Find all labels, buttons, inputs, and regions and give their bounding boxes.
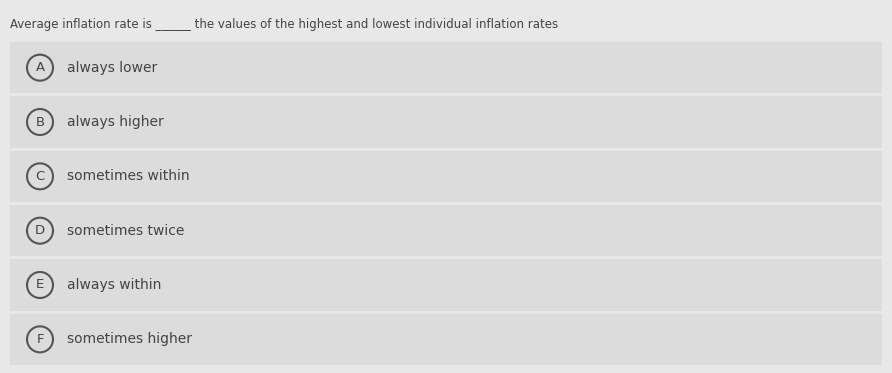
Text: sometimes within: sometimes within bbox=[67, 169, 190, 184]
FancyBboxPatch shape bbox=[10, 314, 882, 365]
Text: always lower: always lower bbox=[67, 61, 157, 75]
Ellipse shape bbox=[27, 55, 53, 81]
Text: Average inflation rate is ______ the values of the highest and lowest individual: Average inflation rate is ______ the val… bbox=[10, 18, 558, 31]
FancyBboxPatch shape bbox=[10, 42, 882, 93]
Ellipse shape bbox=[27, 218, 53, 244]
Ellipse shape bbox=[27, 272, 53, 298]
Text: always higher: always higher bbox=[67, 115, 164, 129]
Text: A: A bbox=[36, 61, 45, 74]
Ellipse shape bbox=[27, 326, 53, 352]
Ellipse shape bbox=[27, 109, 53, 135]
Text: F: F bbox=[37, 333, 44, 346]
FancyBboxPatch shape bbox=[10, 151, 882, 202]
FancyBboxPatch shape bbox=[10, 96, 882, 148]
Text: B: B bbox=[36, 116, 45, 129]
FancyBboxPatch shape bbox=[10, 259, 882, 311]
Ellipse shape bbox=[27, 163, 53, 189]
Text: E: E bbox=[36, 279, 44, 292]
Text: always within: always within bbox=[67, 278, 161, 292]
FancyBboxPatch shape bbox=[10, 205, 882, 256]
Text: sometimes higher: sometimes higher bbox=[67, 332, 192, 347]
Text: C: C bbox=[36, 170, 45, 183]
Text: D: D bbox=[35, 224, 45, 237]
Text: sometimes twice: sometimes twice bbox=[67, 224, 185, 238]
